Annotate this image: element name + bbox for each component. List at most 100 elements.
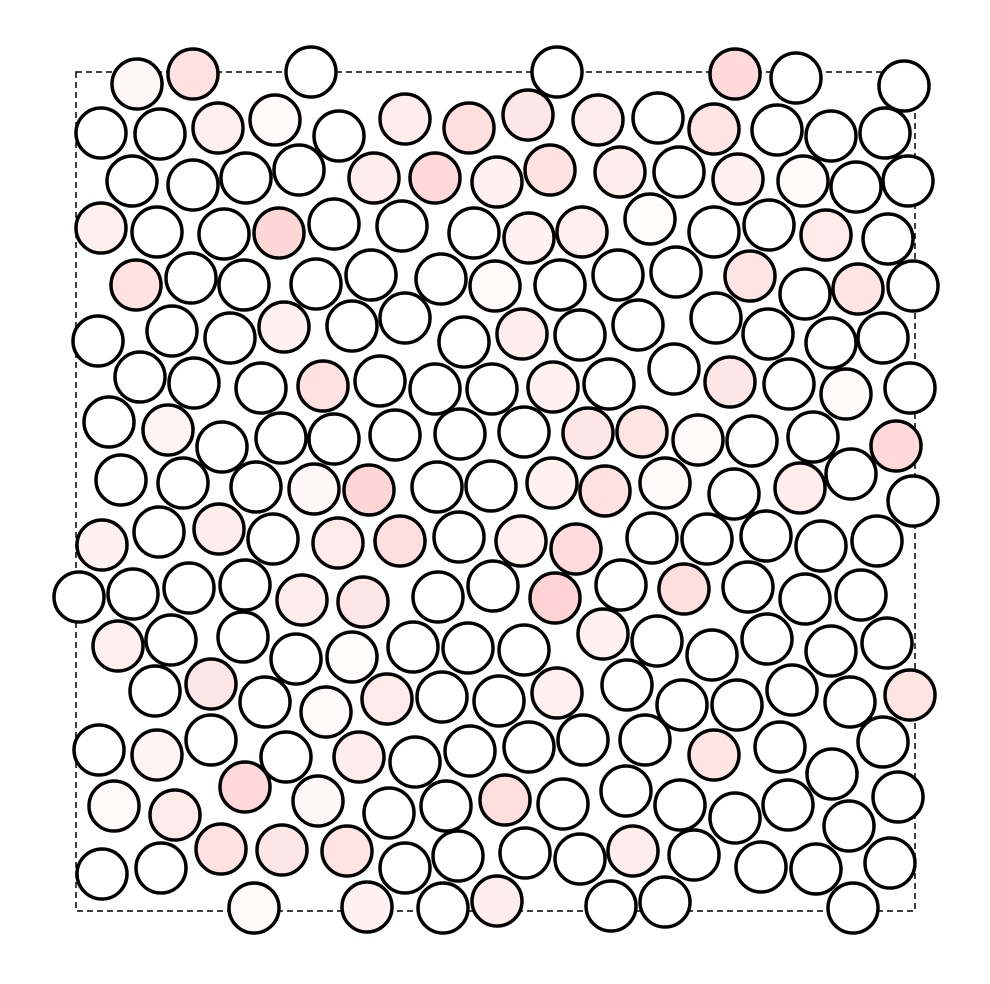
disk: [804, 624, 858, 678]
disk: [465, 362, 519, 416]
disk: [667, 828, 721, 882]
disk: [311, 516, 365, 570]
disk: [284, 45, 338, 99]
disk: [886, 474, 940, 528]
disk: [526, 360, 580, 414]
disk: [340, 880, 394, 934]
disk: [826, 881, 880, 935]
disk: [685, 628, 739, 682]
disk: [600, 658, 654, 712]
disk: [289, 257, 343, 311]
disk: [336, 575, 390, 629]
disk: [528, 571, 582, 625]
disk: [144, 613, 198, 667]
disk: [433, 407, 487, 461]
disk: [742, 198, 796, 252]
disk: [184, 713, 238, 767]
disk: [257, 300, 311, 354]
disk: [863, 836, 917, 890]
disk: [194, 822, 248, 876]
disk: [530, 666, 584, 720]
disk: [238, 675, 292, 729]
disk: [740, 612, 794, 666]
disk: [141, 403, 195, 457]
disk: [834, 568, 888, 622]
disk: [773, 461, 827, 515]
disk: [378, 92, 432, 146]
disk: [375, 199, 429, 253]
disk: [561, 406, 615, 460]
disk: [164, 251, 218, 305]
disk: [625, 511, 679, 565]
disk: [145, 304, 199, 358]
disk: [804, 109, 858, 163]
disk: [831, 262, 885, 316]
disk: [431, 829, 485, 883]
disk: [881, 154, 935, 208]
disk: [615, 405, 669, 459]
disk: [761, 778, 815, 832]
disk: [578, 464, 632, 518]
disk: [464, 459, 518, 513]
disk: [468, 259, 522, 313]
disk: [653, 778, 707, 832]
disk: [219, 151, 273, 205]
disk: [167, 356, 221, 410]
disk: [871, 770, 925, 824]
disk: [762, 357, 816, 411]
disk: [287, 462, 341, 516]
disk: [776, 154, 830, 208]
disk: [556, 713, 610, 767]
disk: [312, 109, 366, 163]
disk: [166, 47, 220, 101]
disk: [246, 512, 300, 566]
disk: [132, 505, 186, 559]
disk: [113, 350, 167, 404]
disk: [657, 562, 711, 616]
disk: [217, 258, 271, 312]
disk: [689, 291, 743, 345]
disk: [368, 408, 422, 462]
disk: [652, 145, 706, 199]
disk: [687, 102, 741, 156]
disk: [533, 258, 587, 312]
disk: [332, 730, 386, 784]
disk: [495, 307, 549, 361]
disk: [192, 502, 246, 556]
disk: [750, 103, 804, 157]
disk: [623, 192, 677, 246]
disk: [441, 621, 495, 675]
disk: [432, 510, 486, 564]
disk: [856, 311, 910, 365]
disk: [203, 311, 257, 365]
disk: [252, 206, 306, 260]
disk: [822, 799, 876, 853]
disk: [502, 211, 556, 265]
disk: [134, 841, 188, 895]
disk: [307, 197, 361, 251]
disk: [671, 413, 725, 467]
disk: [869, 419, 923, 473]
disk: [501, 88, 555, 142]
disk: [156, 456, 210, 510]
disk: [741, 307, 795, 361]
disk: [850, 514, 904, 568]
disk: [618, 713, 672, 767]
disk: [638, 456, 692, 510]
disk: [82, 395, 136, 449]
disk: [553, 832, 607, 886]
disk: [72, 723, 126, 777]
disk: [555, 205, 609, 259]
disk: [804, 316, 858, 370]
disk: [296, 359, 350, 413]
disk: [789, 842, 843, 896]
disk: [197, 207, 251, 261]
disk: [708, 47, 762, 101]
disk: [860, 616, 914, 670]
disk: [478, 773, 532, 827]
disk: [582, 357, 636, 411]
disk: [416, 881, 470, 935]
disk: [470, 874, 524, 928]
disk: [227, 881, 281, 935]
disk: [819, 367, 873, 421]
